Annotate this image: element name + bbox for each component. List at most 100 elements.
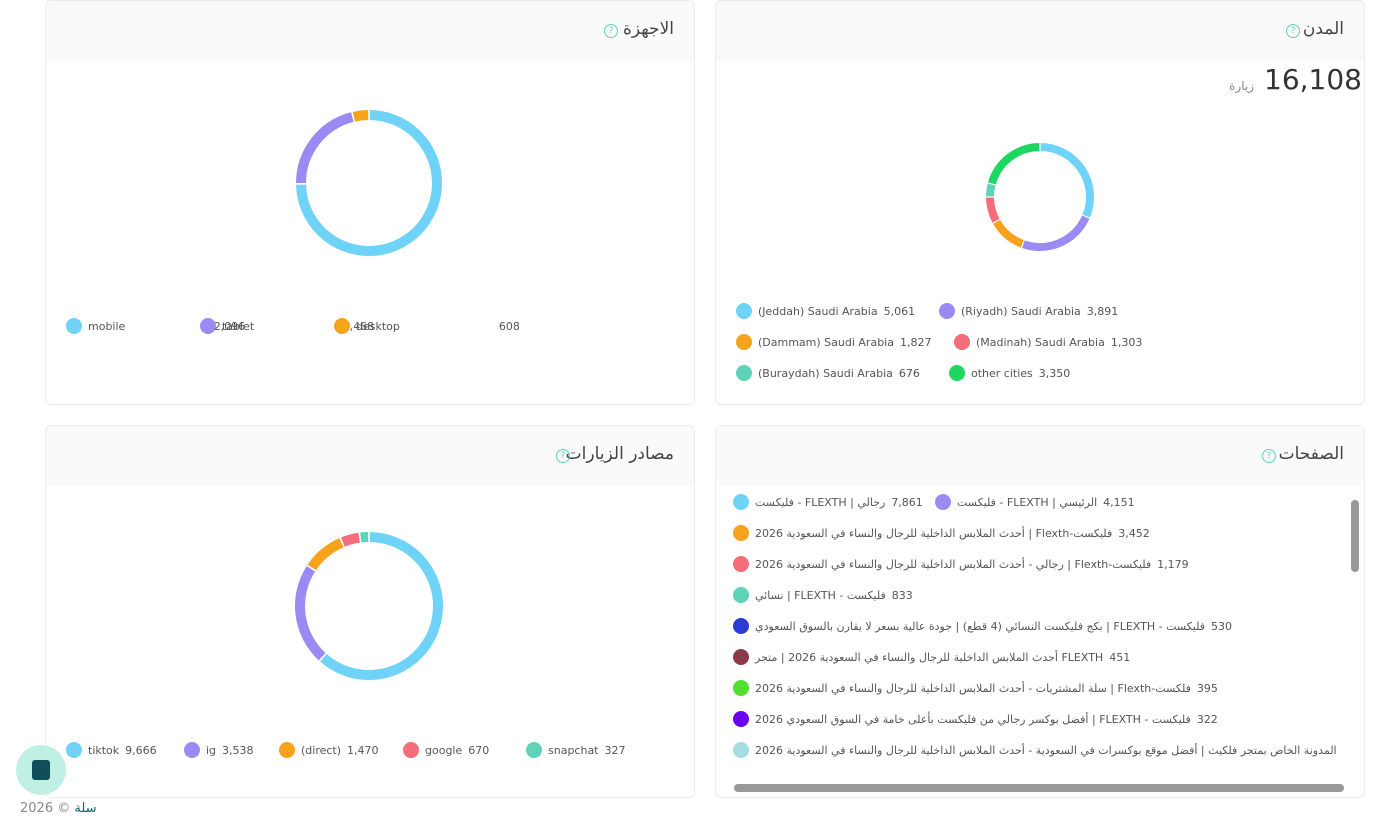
legend-dot: [736, 334, 752, 350]
legend-dot: [66, 742, 82, 758]
donut: [295, 110, 442, 256]
legend-item: snapchat 327: [526, 742, 626, 758]
page-name: فليكست-Flexth | أحدث الملابس الداخلية لل…: [755, 526, 1113, 540]
legend-value: 670: [468, 743, 490, 757]
legend-value: 3,891: [1086, 304, 1119, 318]
legend-dot: [954, 334, 970, 350]
legend-label: (Madinah) Saudi Arabia: [976, 335, 1105, 349]
page-visits: 1,179: [1157, 557, 1189, 571]
sources-panel: مصادر الزيارات ? tiktok 9,666 ig 3,538 (dire…: [45, 425, 695, 798]
panel-header: [716, 1, 1364, 61]
panel-header: [716, 426, 1364, 486]
page-name: الرئيسي | FLEXTH - فليكست: [957, 495, 1098, 509]
panel-title: الصفحات: [1278, 444, 1344, 464]
donut-segment: [295, 112, 354, 184]
legend-label: google: [425, 743, 463, 757]
page-row: رجالي | FLEXTH - فليكست 7,861: [733, 494, 923, 510]
page-row: فليكست - FLEXTH | نسائي 833: [733, 587, 913, 603]
page-visits: 530: [1211, 619, 1233, 633]
devices-panel: الاجهزة ? mobile 12,096 tablet 3,468 desktop…: [45, 0, 695, 405]
cities-panel: المدن ? 16,108 زيارة (Jeddah) Saudi Arab…: [715, 0, 1365, 405]
pages-list: رجالي | FLEXTH - فليكست 7,861 الرئيسي | FL…: [716, 486, 1336, 766]
horizontal-scrollbar[interactable]: [734, 784, 1344, 792]
legend-label: ig: [206, 743, 217, 757]
page-name: فليكست - FLEXTH | بكج فليكست النسائي (4 …: [755, 619, 1206, 633]
legend-item: tiktok 9,666: [66, 742, 157, 758]
help-icon[interactable]: ?: [1286, 24, 1300, 38]
help-icon[interactable]: ?: [556, 449, 570, 463]
legend-dot: [200, 318, 216, 334]
legend-item: (Madinah) Saudi Arabia 1,303: [954, 334, 1142, 350]
legend-dot: [733, 556, 749, 572]
page-visits: 7,861: [891, 495, 923, 509]
page-row: فليكست-Flexth | أحدث الملابس الداخلية لل…: [733, 525, 1150, 541]
page-visits: 4,151: [1103, 495, 1135, 509]
legend-label: (Riyadh) Saudi Arabia: [961, 304, 1081, 318]
legend-dot: [733, 525, 749, 541]
legend-item: (Buraydah) Saudi Arabia 676: [736, 365, 920, 381]
legend-item: (Riyadh) Saudi Arabia 3,891: [939, 303, 1118, 319]
legend-item: tablet 3,468: [200, 318, 374, 334]
page-name: فلكست-Flexth | سلة المشتريات - أحدث المل…: [755, 681, 1191, 695]
legend-value: 608: [498, 319, 520, 333]
legend-value: 12,096: [206, 319, 246, 333]
page-name: رجالي | FLEXTH - فليكست: [755, 495, 886, 509]
total-visits: 16,108: [1264, 63, 1362, 96]
legend-label: (direct): [301, 743, 342, 757]
vertical-scrollbar[interactable]: [1350, 486, 1360, 766]
legend-label: (Jeddah) Saudi Arabia: [758, 304, 878, 318]
page-row: FLEXTH أحدث الملابس الداخلية للرجال والن…: [733, 649, 1130, 665]
legend-item: (direct) 1,470: [279, 742, 379, 758]
legend-value: 676: [898, 366, 920, 380]
donut: [295, 532, 443, 680]
page-row: Flex | المدونة الخاص بمتجر فلكيث | أفضل …: [733, 742, 1336, 758]
page-name: FLEXTH أحدث الملابس الداخلية للرجال والن…: [755, 650, 1104, 664]
page-name: فليكست-Flexth | رجالي - أحدث الملابس الد…: [755, 557, 1152, 571]
page-visits: 395: [1196, 681, 1218, 695]
total-unit: زيارة: [1229, 79, 1254, 93]
legend-dot: [939, 303, 955, 319]
legend-dot: [949, 365, 965, 381]
donut-segment: [307, 538, 344, 571]
page-row: الرئيسي | FLEXTH - فليكست 4,151: [935, 494, 1135, 510]
legend-item: (Dammam) Saudi Arabia 1,827: [736, 334, 931, 350]
legend-value: 3,350: [1038, 366, 1071, 380]
page-visits: 3,452: [1118, 526, 1150, 540]
legend-item: other cities 3,350: [949, 365, 1070, 381]
legend-value: 1,827: [899, 335, 932, 349]
page-row: فليكست - FLEXTH | بكج فليكست النسائي (4 …: [733, 618, 1232, 634]
footer-year: 2026 ©: [20, 801, 71, 816]
page-row: فليكست - FLEXTH | أفضل بوكسر رجالي من فل…: [733, 711, 1218, 727]
legend-item: mobile 12,096: [66, 318, 245, 334]
donut-segment: [296, 110, 442, 256]
legend-value: 1,470: [347, 743, 379, 757]
legend-dot: [736, 365, 752, 381]
chat-button[interactable]: [16, 745, 66, 795]
legend-dot: [526, 742, 542, 758]
legend-dot: [733, 711, 749, 727]
legend-dot: [66, 318, 82, 334]
page-name: فليكست - FLEXTH | نسائي: [755, 588, 886, 602]
legend-dot: [403, 742, 419, 758]
legend-dot: [733, 587, 749, 603]
footer-brand[interactable]: سلة: [74, 801, 97, 816]
donut-segment: [1040, 143, 1094, 218]
page-visits: 833: [891, 588, 913, 602]
legend-label: desktop: [356, 319, 400, 333]
legend-dot: [733, 649, 749, 665]
legend-value: 5,061: [883, 304, 916, 318]
legend-item: desktop 608: [334, 318, 520, 334]
donut-segment: [988, 143, 1040, 185]
legend-dot: [184, 742, 200, 758]
help-icon[interactable]: ?: [604, 24, 618, 38]
legend-dot: [279, 742, 295, 758]
help-icon[interactable]: ?: [1262, 449, 1276, 463]
scroll-thumb[interactable]: [1351, 500, 1359, 572]
legend-dot: [736, 303, 752, 319]
legend-value: 1,303: [1110, 335, 1143, 349]
panel-header: [46, 1, 694, 61]
donut-segment: [320, 532, 443, 680]
pages-panel: الصفحات ? رجالي | FLEXTH - فليكست 7,861 ال…: [715, 425, 1365, 798]
legend-label: tiktok: [88, 743, 120, 757]
